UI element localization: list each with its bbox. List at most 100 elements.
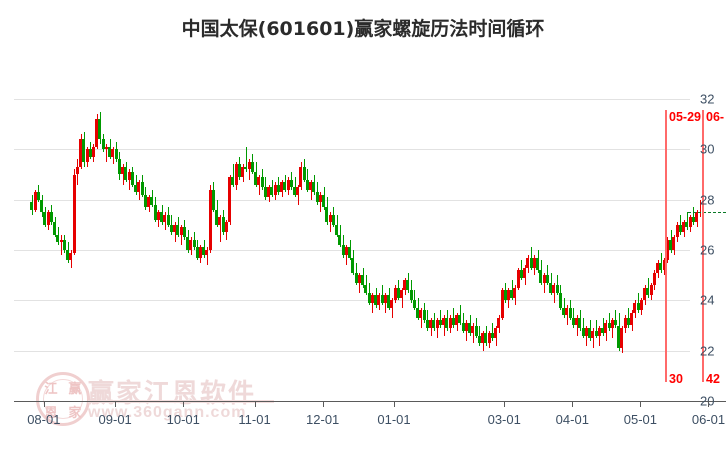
x-axis-label-08-01: 08-01 (27, 412, 61, 427)
candle-body (649, 285, 653, 296)
candle-body (675, 224, 679, 238)
candle-body (584, 328, 588, 336)
candle-wick (686, 212, 688, 230)
candle-wick (699, 199, 701, 218)
candle-body (335, 224, 339, 235)
candle-body (588, 328, 592, 339)
candle-wick (174, 222, 176, 243)
candle-body (228, 177, 232, 223)
candle-body (633, 302, 637, 313)
candle-wick (599, 325, 601, 346)
candle-body (620, 328, 624, 349)
candle-body (267, 187, 271, 198)
x-axis-tick (115, 401, 117, 407)
candle-body (406, 280, 410, 291)
candle-body (604, 322, 608, 334)
candle-body (114, 149, 118, 160)
candle-wick (346, 244, 348, 266)
candle-wick (206, 247, 208, 266)
candle-body (367, 292, 371, 303)
candle-body (461, 322, 465, 331)
candle-wick (612, 317, 614, 339)
candle-body (160, 212, 164, 223)
candle-body (312, 182, 316, 193)
candle-body (597, 328, 601, 336)
candle-wick (232, 164, 234, 188)
x-axis-tick (183, 401, 185, 407)
candle-body (98, 119, 102, 140)
candle-body (623, 317, 627, 328)
cycle-vertical-line-30 (665, 110, 667, 382)
candle-wick (401, 287, 403, 308)
y-axis-label-28: 28 (700, 192, 715, 208)
candle-body (273, 184, 277, 195)
candle-body (500, 290, 504, 318)
candle-body (257, 177, 261, 185)
candle-wick (320, 192, 322, 213)
candle-body (669, 239, 673, 250)
candle-wick (443, 315, 445, 336)
x-axis-tick (393, 401, 395, 407)
candle-wick (553, 282, 555, 303)
candle-body (244, 166, 248, 170)
candle-wick (466, 320, 468, 341)
candle-body (659, 262, 663, 271)
candle-body (380, 295, 384, 303)
candle-body (432, 320, 436, 328)
candle-body (169, 224, 173, 233)
cycle-count-label-42: 42 (706, 372, 720, 386)
candle-body (53, 222, 57, 235)
candle-wick (420, 307, 422, 328)
candle-wick (693, 207, 695, 225)
candle-body (85, 149, 89, 162)
candle-body (555, 285, 559, 293)
candle-body (594, 330, 598, 336)
x-axis-tick (322, 401, 324, 407)
candle-body (416, 307, 420, 318)
candle-body (613, 320, 617, 326)
candle-body (506, 290, 510, 301)
candle-body (108, 146, 112, 157)
candle-body (325, 207, 329, 223)
candle-body (156, 212, 160, 220)
candle-wick (129, 169, 131, 190)
candle-body (393, 287, 397, 301)
candle-body (189, 239, 193, 250)
candle-body (617, 325, 621, 349)
candle-body (124, 166, 128, 180)
candle-wick (219, 214, 221, 243)
candle-body (299, 166, 303, 188)
candle-wick (372, 292, 374, 313)
candle-wick (586, 325, 588, 346)
candle-body (293, 187, 296, 195)
candle-body (224, 222, 228, 233)
candle-body (40, 199, 44, 213)
candle-body (182, 227, 186, 238)
candle-body (374, 295, 378, 306)
candle-body (539, 270, 543, 283)
candle-body (652, 272, 656, 286)
x-axis-label-05-01: 05-01 (623, 412, 658, 427)
candle-body (247, 161, 251, 170)
candle-body (400, 290, 403, 298)
candle-body (409, 290, 413, 301)
candle-wick (258, 174, 260, 195)
candle-body (578, 317, 582, 328)
candle-body (387, 295, 391, 308)
candle-body (497, 317, 501, 328)
candle-body (147, 197, 151, 208)
price-level-dashed-line (687, 211, 726, 213)
candle-body (66, 250, 70, 261)
candle-body (536, 257, 540, 271)
candle-body (250, 161, 254, 172)
candle-body (62, 239, 66, 250)
candle-body (519, 270, 523, 278)
candle-body (309, 182, 313, 190)
candle-body (173, 224, 177, 233)
gridline-y-26 (14, 250, 690, 251)
candle-body (95, 119, 99, 147)
candle-wick (592, 328, 594, 349)
candle-body (101, 139, 105, 150)
candle-body (289, 179, 293, 188)
